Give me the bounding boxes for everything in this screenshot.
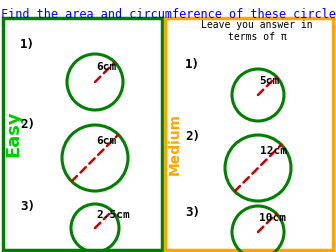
Text: 3): 3) bbox=[185, 206, 200, 219]
Text: Find the area and circumference of these circle: Find the area and circumference of these… bbox=[1, 8, 335, 21]
Bar bbox=[3, 18, 162, 250]
Text: Medium: Medium bbox=[168, 113, 182, 175]
Text: 2): 2) bbox=[20, 118, 35, 131]
Text: 1): 1) bbox=[185, 58, 200, 71]
Text: 1): 1) bbox=[20, 38, 35, 51]
Text: Leave you answer in
terms of π: Leave you answer in terms of π bbox=[201, 20, 313, 42]
Text: 5cm: 5cm bbox=[259, 76, 280, 86]
Text: 2.5cm: 2.5cm bbox=[96, 210, 130, 219]
Text: 2): 2) bbox=[185, 130, 200, 143]
Text: 10cm: 10cm bbox=[259, 213, 286, 223]
Bar bbox=[165, 18, 333, 250]
Text: 6cm: 6cm bbox=[97, 136, 117, 146]
Text: 3): 3) bbox=[20, 200, 35, 213]
Text: 12cm: 12cm bbox=[260, 146, 287, 156]
Text: Easy: Easy bbox=[4, 111, 22, 157]
Text: 6cm: 6cm bbox=[96, 62, 117, 72]
